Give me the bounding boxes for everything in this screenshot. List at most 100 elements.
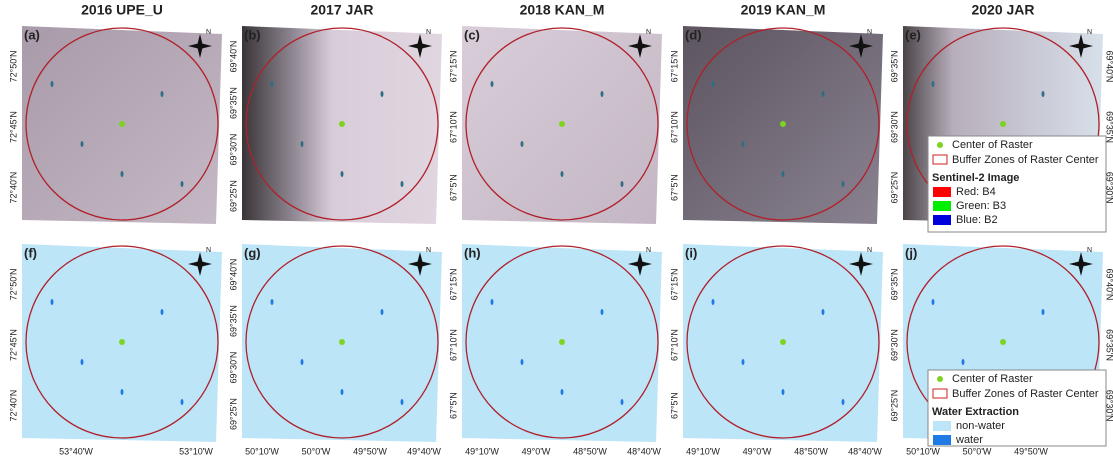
lake xyxy=(381,91,384,97)
map-panel: N69°40'N69°35'N69°30'N69°25'N xyxy=(228,244,442,442)
north-label: N xyxy=(867,247,872,254)
column-title: 2017 JAR xyxy=(310,2,373,18)
map-panel: N67°15'N67°10'N67°5'N xyxy=(448,244,662,442)
latitude-label: 69°30'N xyxy=(228,134,238,166)
lake xyxy=(621,399,624,405)
longitude-label: 48°50'W xyxy=(573,446,607,456)
north-label: N xyxy=(1087,247,1092,254)
lake xyxy=(601,91,604,97)
latitude-label: 72°40'N xyxy=(8,390,18,422)
latitude-label: 69°35'N xyxy=(889,269,899,301)
longitude-label: 48°40'W xyxy=(848,446,882,456)
latitude-label: 72°45'N xyxy=(8,329,18,361)
lake xyxy=(491,81,494,87)
latitude-label: 67°5'N xyxy=(669,174,679,201)
lake xyxy=(561,171,564,177)
lake xyxy=(842,399,845,405)
latitude-label: 69°25'N xyxy=(889,172,899,204)
legend-label: Center of Raster xyxy=(952,373,1033,385)
latitude-label: 72°45'N xyxy=(8,111,18,143)
lake xyxy=(271,81,274,87)
lake xyxy=(301,141,304,147)
column-title: 2020 JAR xyxy=(971,2,1034,18)
lake xyxy=(521,141,524,147)
longitude-label: 49°40'W xyxy=(407,446,441,456)
legend-swatch xyxy=(933,435,951,445)
lake xyxy=(121,389,124,395)
latitude-label: 69°35'N xyxy=(889,51,899,83)
lake xyxy=(181,399,184,405)
north-label: N xyxy=(646,247,651,254)
legend-label: Center of Raster xyxy=(952,139,1033,151)
legend-label: non-water xyxy=(956,420,1005,432)
raster-center xyxy=(559,121,565,127)
latitude-label: 69°40'N xyxy=(1105,51,1113,83)
latitude-label: 69°30'N xyxy=(889,329,899,361)
longitude-label: 50°10'W xyxy=(906,446,940,456)
raster-center xyxy=(339,121,345,127)
longitude-label: 49°10'W xyxy=(686,446,720,456)
longitude-label: 50°10'W xyxy=(245,446,279,456)
panel-label: (g) xyxy=(244,245,261,260)
panel-label: (i) xyxy=(685,245,697,260)
legend-label: Buffer Zones of Raster Center xyxy=(952,154,1099,166)
raster-center xyxy=(119,339,125,345)
panel-label: (e) xyxy=(905,27,921,42)
column-title: 2018 KAN_M xyxy=(520,2,605,18)
latitude-label: 72°50'N xyxy=(8,51,18,83)
longitude-label: 48°40'W xyxy=(627,446,661,456)
lake xyxy=(161,309,164,315)
legend-label: Red: B4 xyxy=(956,186,996,198)
map-panel: N 72°50'N 72°45'N 72°40'N xyxy=(8,244,222,442)
lake xyxy=(51,299,54,305)
lake xyxy=(81,359,84,365)
latitude-label: 72°50'N xyxy=(8,269,18,301)
column-title: 2016 UPE_U xyxy=(81,2,163,18)
longitude-label: 53°40'W xyxy=(59,446,93,456)
latitude-label: 69°30'N xyxy=(889,111,899,143)
figure: 2016 UPE_U53°40'W53°10'W2017 JAR50°10'W5… xyxy=(0,0,1113,461)
latitude-label: 67°15'N xyxy=(669,51,679,83)
lake xyxy=(81,141,84,147)
longitude-label: 48°50'W xyxy=(794,446,828,456)
lake xyxy=(1042,309,1045,315)
latitude-label: 69°40'N xyxy=(228,41,238,73)
legend-label: Blue: B2 xyxy=(956,214,998,226)
map-panel: N67°15'N67°10'N67°5'N xyxy=(448,26,662,224)
lake xyxy=(822,309,825,315)
lake xyxy=(121,171,124,177)
latitude-label: 67°5'N xyxy=(448,392,458,419)
north-label: N xyxy=(426,247,431,254)
lake xyxy=(822,91,825,97)
north-label: N xyxy=(206,247,211,254)
raster-center xyxy=(339,339,345,345)
legend-center-symbol xyxy=(937,376,943,382)
lake xyxy=(51,81,54,87)
latitude-label: 72°40'N xyxy=(8,172,18,204)
lake xyxy=(381,309,384,315)
lake xyxy=(782,171,785,177)
map-panel: N69°40'N69°35'N69°30'N69°25'N xyxy=(228,26,442,224)
north-label: N xyxy=(426,29,431,36)
latitude-label: 67°10'N xyxy=(448,111,458,143)
legend-swatch xyxy=(933,421,951,431)
lake xyxy=(712,299,715,305)
lake xyxy=(742,359,745,365)
panel-label: (h) xyxy=(464,245,481,260)
longitude-label: 49°50'W xyxy=(1014,446,1048,456)
latitude-label: 69°25'N xyxy=(889,390,899,422)
legend-swatch xyxy=(933,215,951,225)
raster-center xyxy=(559,339,565,345)
panel-label: (f) xyxy=(24,245,37,260)
panel-label: (c) xyxy=(464,27,480,42)
latitude-label: 69°40'N xyxy=(1105,269,1113,301)
longitude-label: 49°50'W xyxy=(353,446,387,456)
lake xyxy=(932,299,935,305)
lake xyxy=(621,181,624,187)
legend-heading: Water Extraction xyxy=(932,406,1019,418)
north-label: N xyxy=(867,29,872,36)
latitude-label: 67°15'N xyxy=(448,51,458,83)
latitude-label: 69°35'N xyxy=(228,87,238,119)
lake xyxy=(521,359,524,365)
